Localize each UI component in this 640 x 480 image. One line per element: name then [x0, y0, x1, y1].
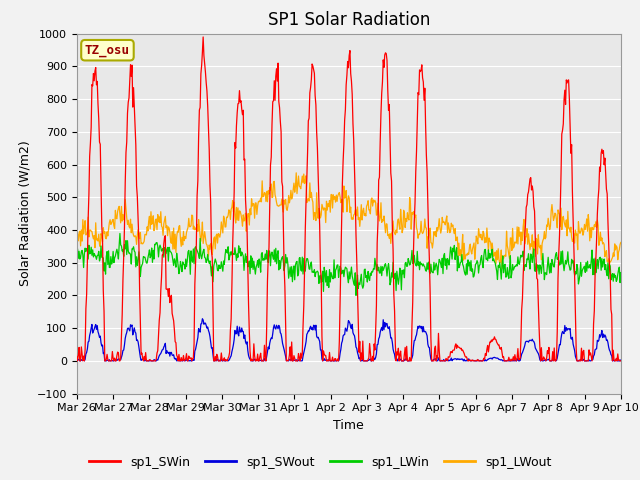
Legend: sp1_SWin, sp1_SWout, sp1_LWin, sp1_LWout: sp1_SWin, sp1_SWout, sp1_LWin, sp1_LWout — [84, 451, 556, 474]
X-axis label: Time: Time — [333, 419, 364, 432]
Text: TZ_osu: TZ_osu — [85, 44, 130, 57]
Y-axis label: Solar Radiation (W/m2): Solar Radiation (W/m2) — [18, 141, 31, 287]
Title: SP1 Solar Radiation: SP1 Solar Radiation — [268, 11, 430, 29]
